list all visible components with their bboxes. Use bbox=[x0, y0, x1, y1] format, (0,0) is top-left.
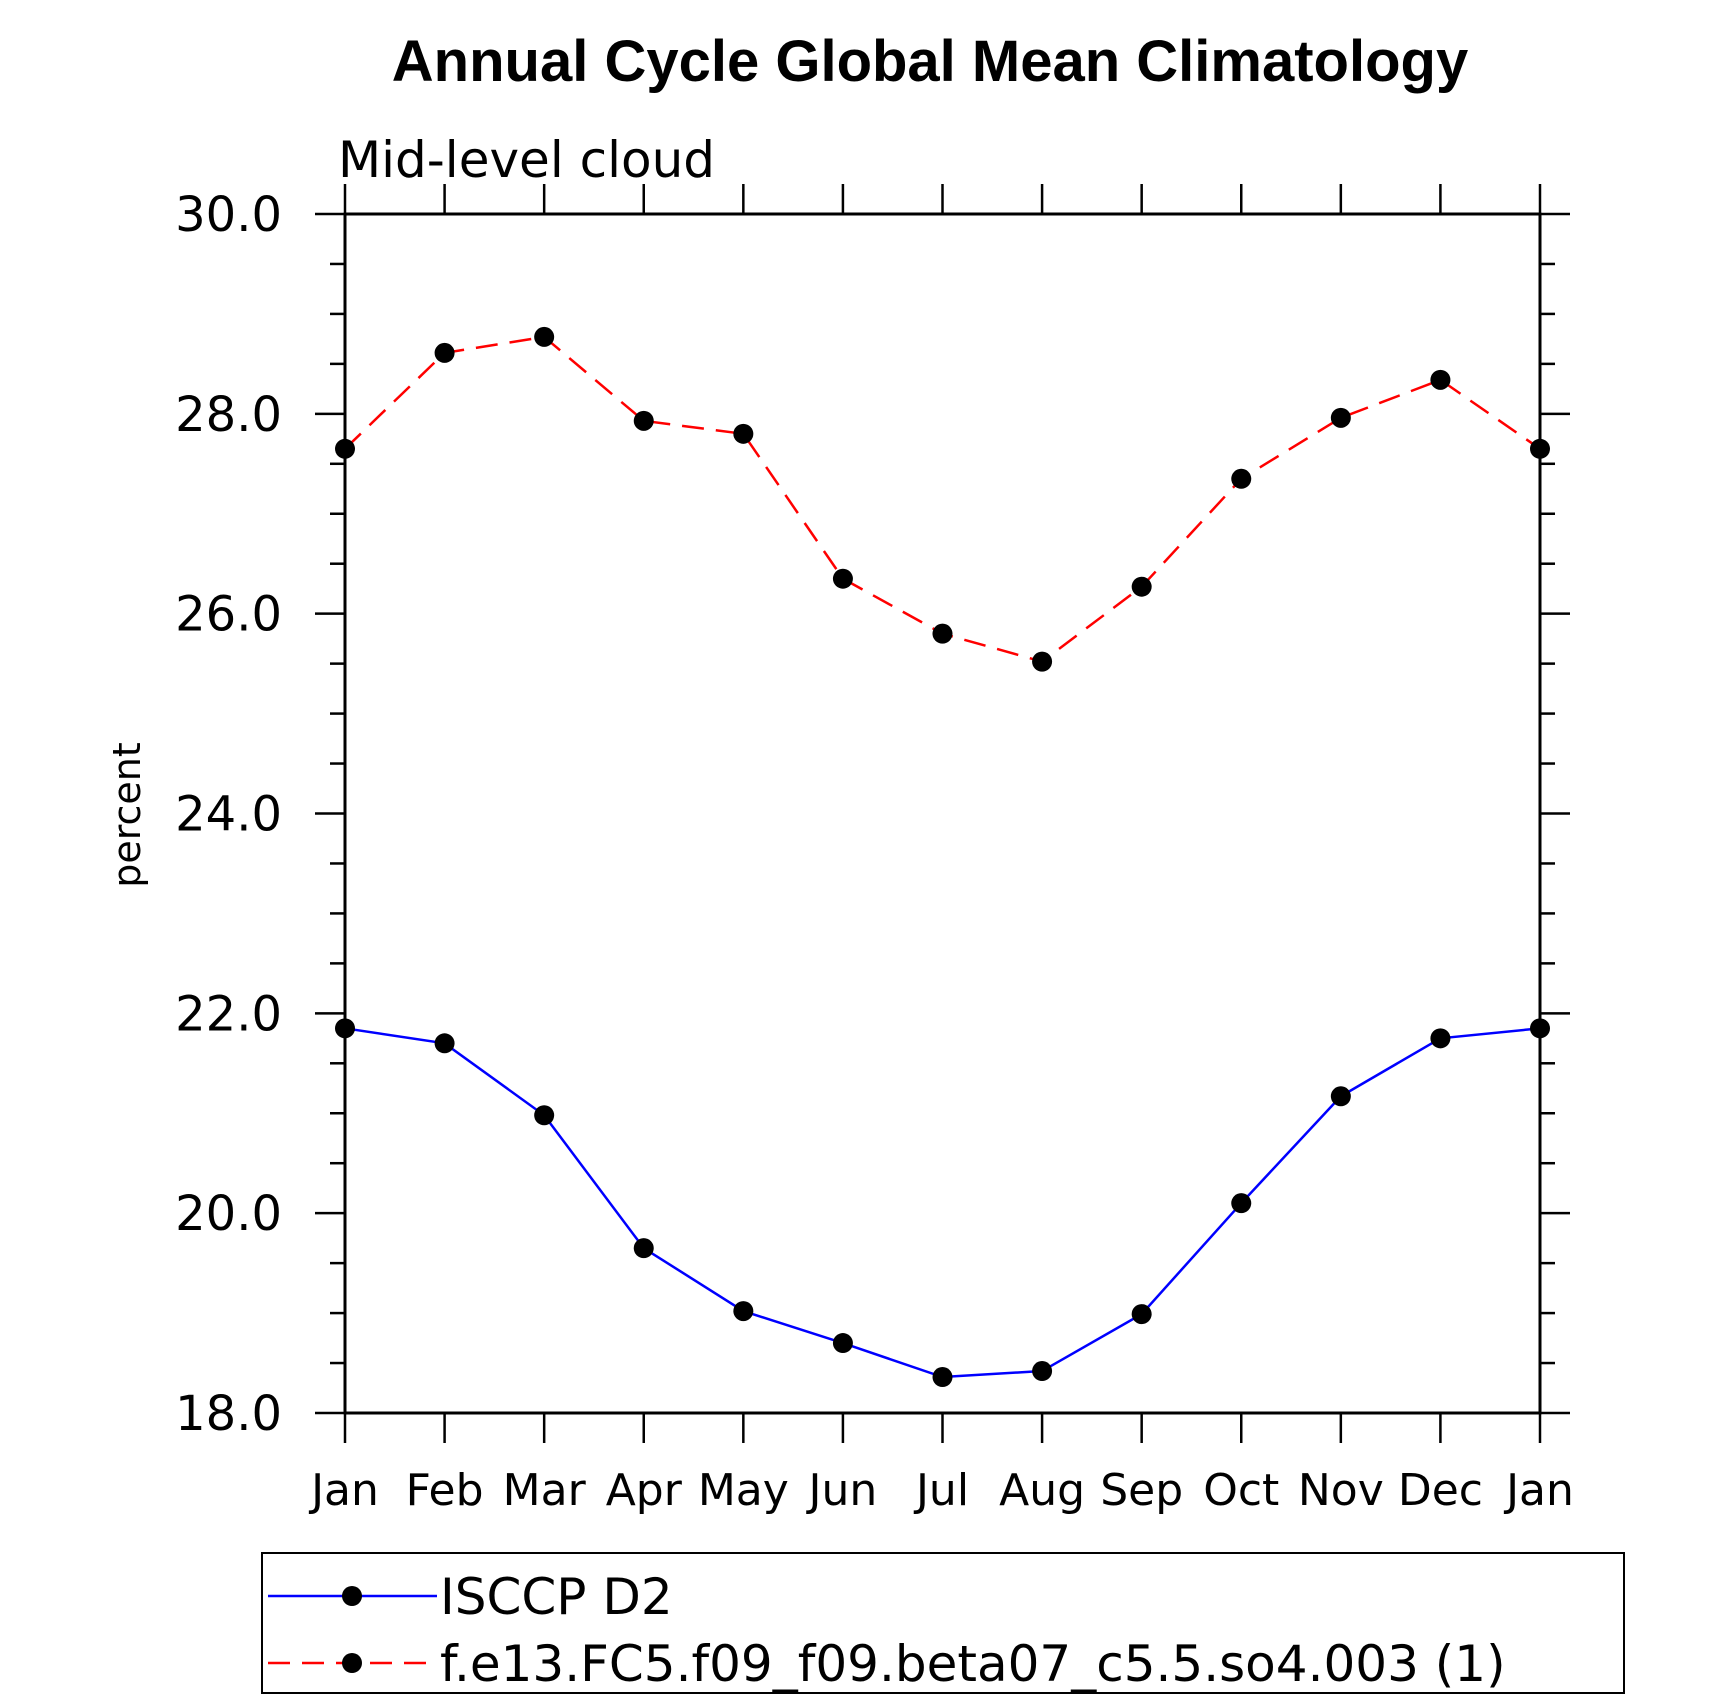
x-tick-label: Oct bbox=[1203, 1465, 1279, 1516]
y-axis-label: percent bbox=[105, 742, 149, 888]
series-1-point bbox=[733, 1301, 754, 1322]
x-tick-labels: Jan Feb Mar Apr May Jun Jul Aug Sep Oct Nov Dec Jan bbox=[308, 1465, 1574, 1516]
legend-label-2: f.e13.FC5.f09_f09.beta07_c5.5.so4.003 (1… bbox=[440, 1635, 1506, 1693]
series-1-point bbox=[1131, 1304, 1152, 1325]
legend-label-1: ISCCP D2 bbox=[440, 1568, 673, 1626]
y-tick-label: 26.0 bbox=[175, 587, 282, 643]
series-1-point bbox=[1530, 1018, 1550, 1039]
series-layer bbox=[335, 326, 1550, 1388]
x-tick-label: Aug bbox=[999, 1465, 1085, 1516]
x-tick-label: Dec bbox=[1398, 1465, 1483, 1516]
chart-title: Annual Cycle Global Mean Climatology bbox=[391, 29, 1469, 94]
y-tick-label: 20.0 bbox=[175, 1186, 282, 1242]
series-2-point bbox=[1231, 468, 1252, 489]
series-1-point bbox=[932, 1367, 953, 1388]
series-2-point bbox=[832, 568, 853, 589]
x-tick-label: Apr bbox=[606, 1465, 683, 1516]
y-tick-label: 24.0 bbox=[175, 787, 282, 843]
series-2-point bbox=[335, 438, 355, 459]
y-tick-label: 22.0 bbox=[175, 986, 282, 1042]
series-2-point bbox=[932, 623, 953, 644]
x-tick-label: May bbox=[698, 1465, 789, 1516]
x-tick-label: Jan bbox=[308, 1465, 379, 1516]
series-1-point bbox=[1430, 1028, 1451, 1049]
series-2-point bbox=[1530, 438, 1550, 459]
series-2-point bbox=[633, 410, 654, 431]
series-2-point bbox=[434, 342, 455, 363]
series-1-point bbox=[1231, 1193, 1252, 1214]
series-1-point bbox=[633, 1238, 654, 1259]
y-tick-label: 18.0 bbox=[175, 1386, 282, 1442]
series-2-point bbox=[1032, 651, 1053, 672]
chart-subtitle: Mid-level cloud bbox=[338, 131, 715, 189]
series-1-point bbox=[434, 1033, 455, 1054]
x-tick-label: Feb bbox=[406, 1465, 484, 1516]
y-tick-labels: 18.0 20.0 22.0 24.0 26.0 28.0 30.0 bbox=[175, 187, 282, 1442]
legend-marker-1 bbox=[342, 1586, 362, 1606]
series-2-point bbox=[1330, 407, 1351, 428]
y-tick-label: 28.0 bbox=[175, 387, 282, 443]
series-2-point bbox=[1430, 369, 1451, 390]
x-tick-label: Jan bbox=[1503, 1465, 1574, 1516]
series-1-point bbox=[1330, 1086, 1351, 1107]
plot-border bbox=[343, 212, 1542, 1415]
plot-frame bbox=[315, 184, 1570, 1443]
legend: ISCCP D2 f.e13.FC5.f09_f09.beta07_c5.5.so… bbox=[261, 1552, 1625, 1694]
series-2-point bbox=[534, 326, 555, 347]
series-1-point bbox=[832, 1333, 853, 1354]
legend-box bbox=[261, 1552, 1625, 1694]
x-tick-label: Sep bbox=[1100, 1465, 1183, 1516]
series-2-point bbox=[1131, 576, 1152, 597]
series-1-point bbox=[534, 1105, 555, 1126]
x-tick-label: Jun bbox=[806, 1465, 878, 1516]
series-2-point bbox=[733, 423, 754, 444]
x-tick-label: Mar bbox=[503, 1465, 587, 1516]
series-line-2 bbox=[344, 335, 1541, 663]
legend-marker-2 bbox=[342, 1653, 362, 1673]
series-line-1 bbox=[344, 1027, 1541, 1379]
x-tick-label: Nov bbox=[1298, 1465, 1384, 1516]
x-tick-label: Jul bbox=[913, 1465, 969, 1516]
series-1-point bbox=[335, 1018, 355, 1039]
y-tick-label: 30.0 bbox=[175, 187, 282, 243]
series-1-point bbox=[1032, 1361, 1053, 1382]
